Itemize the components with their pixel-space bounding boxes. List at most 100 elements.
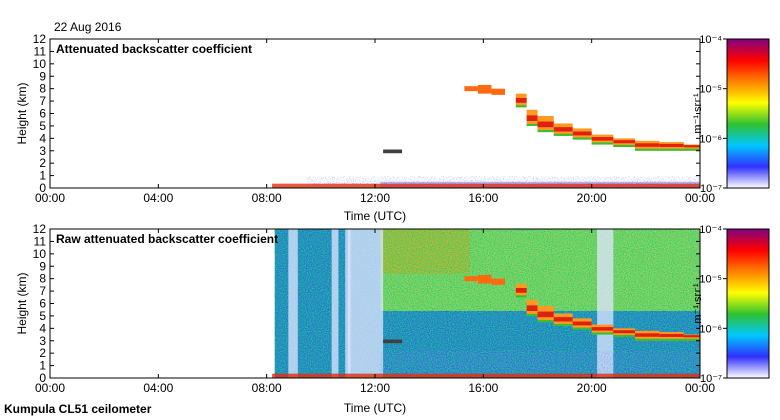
cloud-fragment — [464, 86, 478, 92]
x-tick-label: 00:00 — [35, 381, 65, 395]
y-tick-label: 3 — [39, 144, 46, 158]
y-tick-label: 10 — [33, 247, 47, 261]
cloud-edge — [572, 327, 592, 330]
cloud-core — [683, 335, 700, 338]
y-tick-label: 5 — [39, 309, 46, 323]
colorbar-tick-label: 10⁻⁴ — [699, 34, 722, 46]
x-tick-label: 20:00 — [577, 191, 607, 205]
cloud-edge — [683, 338, 700, 341]
cloud-low — [383, 149, 403, 154]
cloud-low — [383, 339, 403, 344]
cloud-core — [515, 287, 527, 293]
x-axis-label: Time (UTC) — [344, 401, 406, 415]
x-tick-label: 16:00 — [468, 381, 498, 395]
y-tick-label: 8 — [39, 82, 46, 96]
cloud-core — [683, 145, 700, 148]
colorbar-unit: m⁻¹ sr⁻¹ — [692, 93, 704, 134]
y-axis-label: Height (km) — [15, 82, 29, 144]
colorbar-tick-label: 10⁻⁴ — [699, 224, 722, 236]
cloud-core — [572, 131, 592, 136]
cloud-edge — [613, 145, 635, 148]
cloud-core — [526, 305, 538, 312]
raw-streak — [331, 229, 339, 378]
y-tick-label: 6 — [39, 107, 46, 121]
cloud-core — [635, 333, 660, 337]
x-tick-label: 08:00 — [252, 381, 282, 395]
ground-layer — [272, 183, 700, 188]
y-tick-label: 0 — [39, 181, 46, 195]
raw-bl — [380, 350, 700, 378]
y-tick-label: 1 — [39, 169, 46, 183]
y-tick-label: 12 — [33, 32, 47, 46]
cloud-fragment — [491, 88, 505, 95]
x-tick-label: 08:00 — [252, 191, 282, 205]
x-axis-label: Time (UTC) — [344, 209, 406, 223]
raw-streak — [347, 229, 384, 378]
cloud-edge — [526, 123, 538, 126]
y-tick-label: 0 — [39, 371, 46, 385]
cloud-core — [635, 143, 660, 147]
cloud-edge — [526, 313, 538, 316]
panel-title: Raw attenuated backscatter coefficient — [56, 232, 278, 246]
y-tick-label: 4 — [39, 131, 46, 145]
cloud-core — [591, 327, 614, 331]
colorbar-unit: m⁻¹ sr⁻¹ — [692, 283, 704, 324]
x-tick-label: 12:00 — [360, 191, 390, 205]
y-axis-label: Height (km) — [15, 272, 29, 334]
y-tick-label: 8 — [39, 272, 46, 286]
ground-layer — [272, 373, 700, 378]
panel-title: Attenuated backscatter coefficient — [56, 42, 252, 56]
date-label: 22 Aug 2016 — [54, 20, 122, 34]
cloud-core — [537, 311, 554, 318]
colorbar-tick-label: 10⁻⁶ — [699, 133, 722, 145]
cloud-fragment — [477, 84, 492, 94]
x-tick-label: 04:00 — [143, 191, 173, 205]
y-tick-label: 9 — [39, 69, 46, 83]
y-tick-label: 11 — [34, 234, 47, 248]
x-tick-label: 12:00 — [360, 381, 390, 395]
y-tick-label: 6 — [39, 297, 46, 311]
y-tick-label: 10 — [33, 57, 47, 71]
cloud-core — [537, 121, 554, 128]
y-tick-label: 5 — [39, 119, 46, 133]
cloud-edge — [659, 148, 684, 151]
cloud-edge — [635, 148, 660, 151]
y-tick-label: 4 — [39, 321, 46, 335]
raw-streak — [597, 229, 614, 378]
cloud-core — [526, 115, 538, 122]
cloud-core — [572, 321, 592, 326]
plot-area — [50, 39, 700, 188]
y-tick-label: 2 — [39, 156, 46, 170]
x-tick-label: 00:00 — [35, 191, 65, 205]
y-tick-label: 3 — [39, 334, 46, 348]
x-tick-label: 04:00 — [143, 381, 173, 395]
cloud-edge — [613, 335, 635, 338]
x-tick-label: 00:00 — [685, 381, 715, 395]
cloud-edge — [591, 332, 614, 335]
cloud-core — [591, 137, 614, 141]
cloud-fragment — [491, 278, 505, 285]
colorbar-tick-label: 10⁻⁵ — [699, 274, 722, 286]
y-tick-label: 12 — [33, 222, 47, 236]
cloud-segment — [683, 334, 700, 341]
colorbar-tick-label: 10⁻⁷ — [700, 183, 722, 195]
cloud-edge — [553, 323, 573, 326]
raw-streak — [288, 229, 298, 378]
colorbar — [726, 228, 770, 379]
y-tick-label: 7 — [39, 284, 46, 298]
colorbar-tick-label: 10⁻⁵ — [699, 84, 722, 96]
cloud-core — [515, 97, 527, 103]
cloud-fragment — [464, 276, 478, 282]
cloud-fragment — [477, 274, 492, 284]
cloud-edge — [659, 338, 684, 341]
cloud-edge — [635, 338, 660, 341]
cloud-edge — [537, 130, 554, 133]
y-tick-label: 11 — [34, 44, 47, 58]
cloud-edge — [572, 137, 592, 140]
x-tick-label: 16:00 — [468, 191, 498, 205]
cloud-core — [553, 317, 573, 322]
y-tick-label: 9 — [39, 259, 46, 273]
x-tick-label: 20:00 — [577, 381, 607, 395]
